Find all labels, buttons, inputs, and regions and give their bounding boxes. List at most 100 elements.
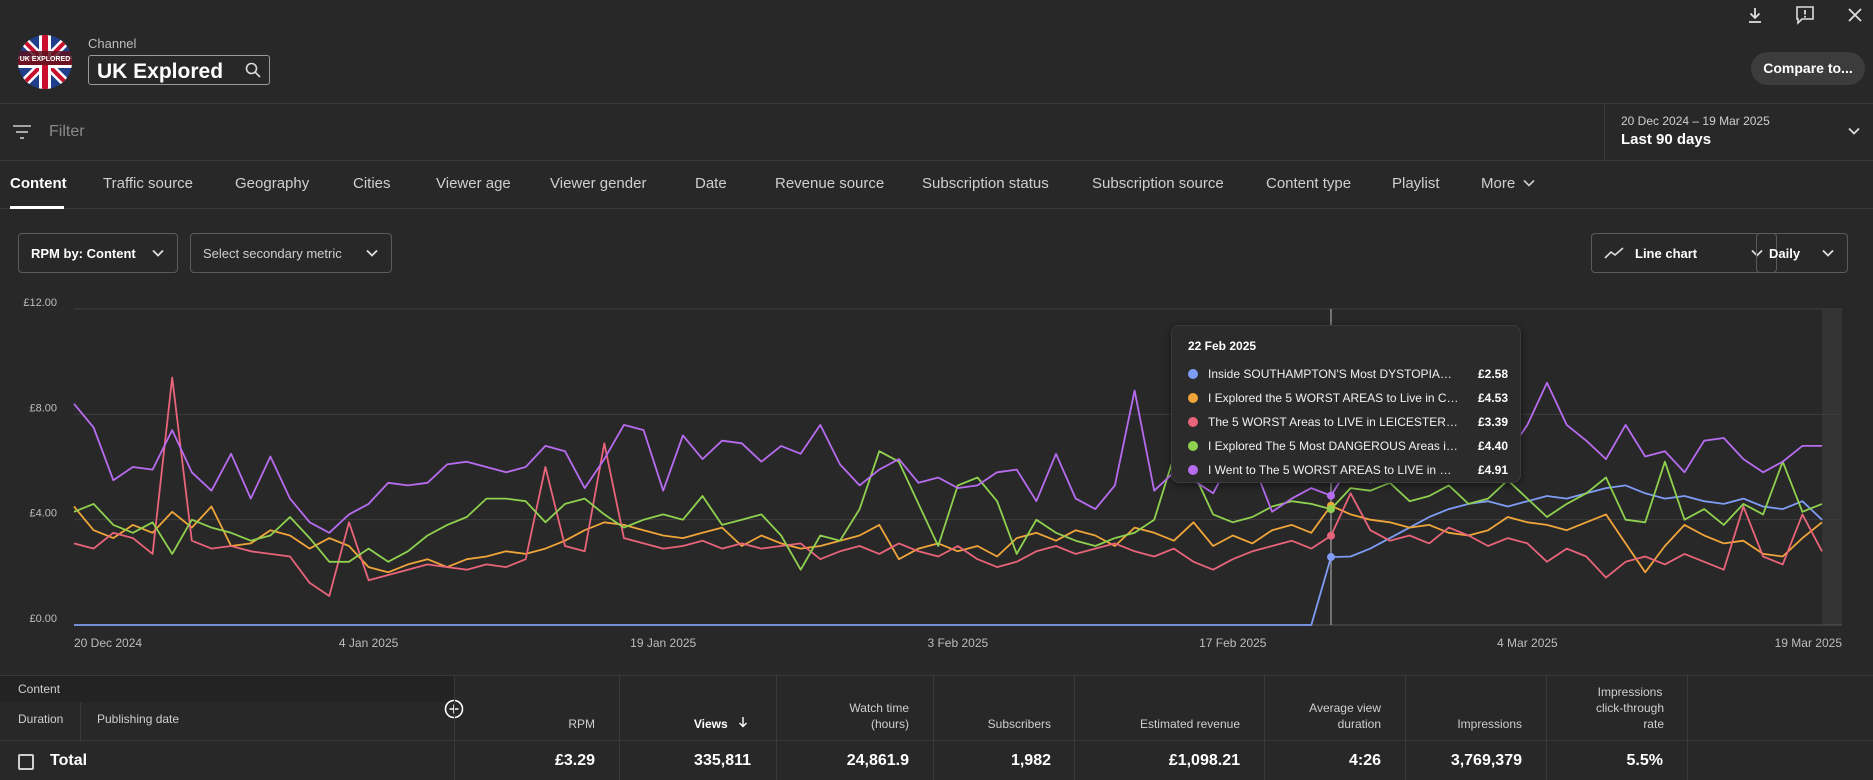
total-avg-view-duration: 4:26 <box>1348 752 1381 769</box>
tab-geography[interactable]: Geography <box>235 175 310 192</box>
ctr-header-line-3: rate <box>1643 717 1664 731</box>
compare-to-button[interactable]: Compare to... <box>1751 52 1865 85</box>
divider <box>1264 676 1265 780</box>
feedback-icon[interactable] <box>1794 4 1816 26</box>
tooltip-series-value: £4.53 <box>1477 391 1508 405</box>
hover-point <box>1326 531 1335 540</box>
primary-metric-select[interactable]: RPM by: Content <box>18 233 178 273</box>
views-column-header[interactable]: Views <box>694 716 749 732</box>
chevron-down-icon <box>1821 246 1835 263</box>
tab-viewer-age[interactable]: Viewer age <box>436 175 511 192</box>
tab-more[interactable]: More <box>1481 175 1535 192</box>
ctr-header-line-1: Impressions <box>1597 685 1663 699</box>
channel-label: Channel <box>88 36 137 51</box>
chevron-down-icon <box>1523 179 1535 187</box>
total-ctr: 5.5% <box>1626 752 1663 769</box>
divider <box>1546 676 1547 780</box>
y-tick-label: £8.00 <box>29 402 57 414</box>
tab-content-type[interactable]: Content type <box>1266 175 1352 192</box>
total-subscribers: 1,982 <box>1010 752 1051 769</box>
tooltip-series-name: I Went to The 5 WORST AREAS to LIVE in C… <box>1208 463 1460 477</box>
divider <box>0 740 1873 741</box>
y-tick-label: £0.00 <box>29 613 57 625</box>
tab-content[interactable]: Content <box>10 175 67 192</box>
x-tick-label: 4 Jan 2025 <box>339 636 399 650</box>
tooltip-series-name: Inside SOUTHAMPTON'S Most DYSTOPIAN, D..… <box>1208 367 1460 381</box>
tooltip-series-value: £4.91 <box>1477 463 1508 477</box>
channel-avatar[interactable]: UK EXPLORED <box>18 35 72 89</box>
total-estimated-revenue: £1,098.21 <box>1168 752 1240 769</box>
tooltip-series-name: I Explored The 5 Most DANGEROUS Areas in… <box>1208 439 1460 453</box>
sort-down-icon <box>739 717 747 728</box>
avg-view-duration-column-header[interactable]: Average view duration <box>1309 700 1381 732</box>
series-line <box>74 484 1823 626</box>
tab-traffic-source[interactable]: Traffic source <box>103 175 194 192</box>
series-line <box>73 376 1823 597</box>
tab-playlist[interactable]: Playlist <box>1392 175 1440 192</box>
y-tick-label: £4.00 <box>29 508 57 520</box>
tab-cities[interactable]: Cities <box>353 175 391 192</box>
divider <box>776 676 777 780</box>
ctr-header-line-2: click-through <box>1595 701 1664 715</box>
filter-input[interactable]: Filter <box>49 123 85 140</box>
chart-type-select[interactable]: Line chart <box>1591 233 1777 273</box>
series-color-dot <box>1188 417 1198 427</box>
download-icon[interactable] <box>1744 4 1766 26</box>
primary-metric-label: RPM by: Content <box>31 246 136 261</box>
series-color-dot <box>1188 393 1198 403</box>
search-icon[interactable] <box>245 62 261 83</box>
metrics-table: Content Duration Publishing date RPM Vie… <box>0 675 1873 780</box>
tab-viewer-gender[interactable]: Viewer gender <box>550 175 647 192</box>
ctr-column-header[interactable]: Impressions click-through rate <box>1596 684 1664 732</box>
series-line <box>73 381 1822 534</box>
chart-type-label: Line chart <box>1635 246 1698 261</box>
tooltip-row: I Went to The 5 WORST AREAS to LIVE in C… <box>1188 462 1508 478</box>
channel-name: UK Explored <box>97 60 224 83</box>
date-range-picker[interactable]: 20 Dec 2024 – 19 Mar 2025 Last 90 days <box>1604 104 1873 161</box>
active-tab-indicator <box>10 206 64 209</box>
svg-text:UK EXPLORED: UK EXPLORED <box>20 56 71 63</box>
tooltip-series-name: The 5 WORST Areas to LIVE in LEICESTER (… <box>1208 415 1460 429</box>
tab-date[interactable]: Date <box>695 175 727 192</box>
close-icon[interactable] <box>1844 4 1866 26</box>
filter-icon[interactable] <box>12 124 32 145</box>
tab-subscription-source[interactable]: Subscription source <box>1092 175 1224 192</box>
tooltip-date: 22 Feb 2025 <box>1188 339 1257 353</box>
chevron-down-icon <box>1750 246 1764 263</box>
channel-selector[interactable]: UK Explored <box>88 55 270 85</box>
y-tick-label: £12.00 <box>23 297 57 309</box>
total-views: 335,811 <box>694 752 751 769</box>
divider <box>1687 676 1688 780</box>
divider <box>619 676 620 780</box>
x-tick-label: 4 Mar 2025 <box>1497 636 1558 650</box>
x-tick-label: 17 Feb 2025 <box>1199 636 1267 650</box>
divider <box>1074 676 1075 780</box>
secondary-metric-label: Select secondary metric <box>203 246 342 261</box>
subscribers-column-header[interactable]: Subscribers <box>987 717 1051 731</box>
watch-time-column-header[interactable]: Watch time (hours) <box>849 700 909 732</box>
total-row-checkbox[interactable] <box>18 754 34 770</box>
duration-header[interactable]: Duration <box>18 712 64 726</box>
divider <box>933 676 934 780</box>
publishing-date-header[interactable]: Publishing date <box>97 712 180 726</box>
tooltip-series-value: £2.58 <box>1477 367 1508 381</box>
impressions-column-header[interactable]: Impressions <box>1457 717 1522 731</box>
chevron-down-icon <box>365 246 379 263</box>
avg-view-duration-header-line-1: Average view <box>1309 701 1381 715</box>
x-tick-label: 19 Jan 2025 <box>630 636 696 650</box>
estimated-revenue-column-header[interactable]: Estimated revenue <box>1139 717 1240 731</box>
line-chart-icon <box>1604 246 1624 263</box>
series-color-dot <box>1188 369 1198 379</box>
rpm-line-chart[interactable]: £12.00 £8.00 £4.00 £0.00 20 Dec 2024 4 Jan 20… <box>0 295 1873 655</box>
granularity-select[interactable]: Daily <box>1756 233 1848 273</box>
dimension-tabs: Content Traffic source Geography Cities … <box>0 161 1873 209</box>
rpm-column-header[interactable]: RPM <box>568 717 595 731</box>
tab-revenue-source[interactable]: Revenue source <box>775 175 885 192</box>
tooltip-row: Inside SOUTHAMPTON'S Most DYSTOPIAN, D..… <box>1188 366 1508 382</box>
filter-bar: Filter 20 Dec 2024 – 19 Mar 2025 Last 90… <box>0 104 1873 161</box>
series-line <box>73 504 1823 574</box>
tooltip-row: I Explored the 5 WORST AREAS to Live in … <box>1188 390 1508 406</box>
secondary-metric-select[interactable]: Select secondary metric <box>190 233 392 273</box>
x-tick-label: 20 Dec 2024 <box>74 636 142 650</box>
tab-subscription-status[interactable]: Subscription status <box>922 175 1049 192</box>
